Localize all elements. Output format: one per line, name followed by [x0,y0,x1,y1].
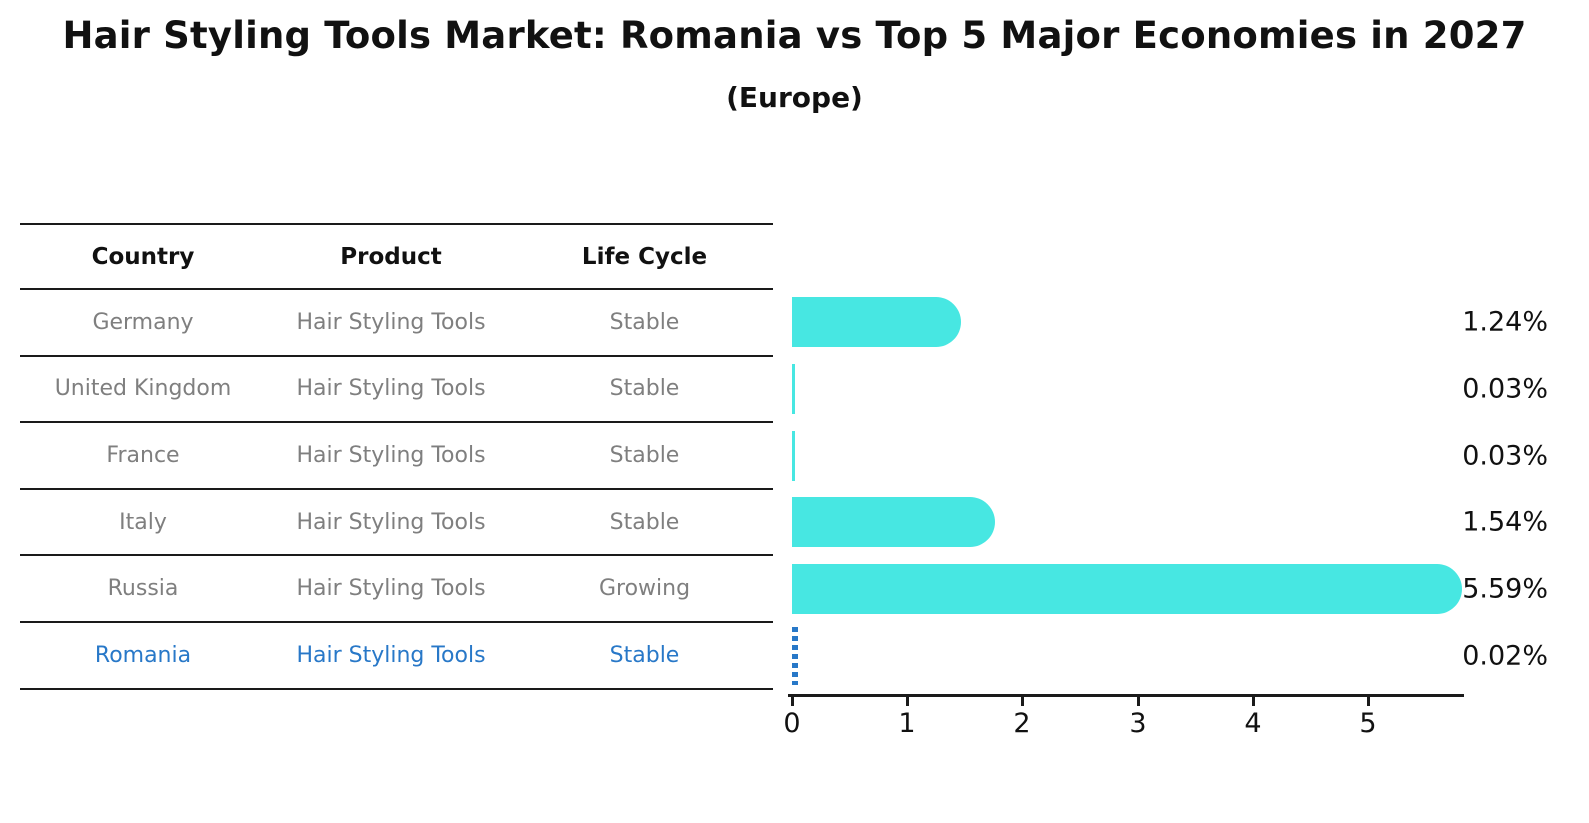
table-row: Germany Hair Styling Tools Stable [20,290,773,357]
table-row: Russia Hair Styling Tools Growing [20,556,773,623]
cell-country: Romania [94,642,192,668]
cell-country: United Kingdom [54,376,232,402]
x-axis-tick [1137,697,1140,706]
table-row: United Kingdom Hair Styling Tools Stable [20,357,773,424]
x-axis-tick [1021,697,1024,706]
value-label: 0.03% [1462,373,1548,405]
x-axis-line [788,694,1464,697]
cell-country: France [106,442,180,468]
chart-title: Hair Styling Tools Market: Romania vs To… [62,14,1527,57]
x-axis-tick [1367,697,1370,706]
chart-subtitle: (Europe) [726,81,863,114]
x-axis: 0 1 2 3 4 5 [783,694,1464,754]
x-axis-tick-label: 3 [1129,708,1147,739]
value-label: 1.24% [1462,306,1548,338]
bar [792,626,798,685]
header-country: Country [91,243,195,270]
cell-life-cycle: Stable [609,309,680,335]
table-row: Italy Hair Styling Tools Stable [20,490,773,557]
x-axis-tick [791,697,794,706]
bar [792,297,961,348]
bar-plot: 1.24% 0.03% 0.03% 1.54% 5.59% 0.02% [792,289,1556,689]
cell-life-cycle: Stable [609,509,680,535]
bar [792,563,1462,614]
cell-life-cycle: Stable [609,376,680,402]
bar-row: 0.03% [792,422,1556,489]
cell-product: Hair Styling Tools [296,376,486,402]
x-axis-tick-label: 4 [1244,708,1262,739]
header-life-cycle: Life Cycle [581,243,708,270]
x-axis-tick [1252,697,1255,706]
x-axis-tick-label: 2 [1013,708,1031,739]
x-axis-tick [906,697,909,706]
value-label: 1.54% [1462,506,1548,538]
cell-product: Hair Styling Tools [296,509,486,535]
bar [792,363,796,414]
cell-product: Hair Styling Tools [296,642,486,668]
cell-life-cycle: Stable [609,642,680,668]
table-header-row: Country Product Life Cycle [20,223,773,290]
cell-life-cycle: Stable [609,442,680,468]
header-product: Product [340,243,442,270]
cell-product: Hair Styling Tools [296,442,486,468]
x-axis-tick-label: 1 [898,708,916,739]
cell-country: Germany [92,309,194,335]
country-table: Country Product Life Cycle Germany Hair … [20,223,773,690]
bar-row: 0.03% [792,356,1556,423]
table-row-highlighted: Romania Hair Styling Tools Stable [20,623,773,690]
bar [792,497,996,548]
cell-product: Hair Styling Tools [296,309,486,335]
cell-country: Russia [107,576,179,602]
value-label: 5.59% [1462,573,1548,605]
cell-life-cycle: Growing [598,576,691,602]
value-label: 0.03% [1462,440,1548,472]
x-axis-tick-label: 5 [1359,708,1377,739]
bar-row-highlighted: 0.02% [792,622,1556,689]
bar-row: 1.54% [792,489,1556,556]
value-label: 0.02% [1462,640,1548,672]
bar-row: 1.24% [792,289,1556,356]
cell-country: Italy [119,509,167,535]
bar-row: 5.59% [792,556,1556,623]
cell-product: Hair Styling Tools [296,576,486,602]
x-axis-tick-label: 0 [783,708,801,739]
table-row: France Hair Styling Tools Stable [20,423,773,490]
bar [792,430,796,481]
